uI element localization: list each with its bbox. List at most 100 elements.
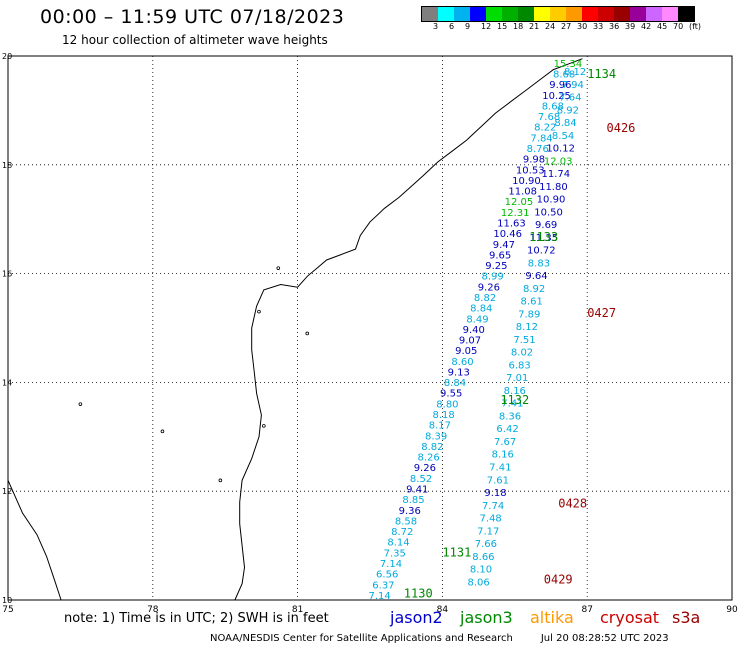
color-scale-tick: 21 [529,22,540,31]
pass-label: 1132 [500,393,529,407]
legend-altika: altika [530,608,574,627]
wave-height-track-a: 8.68 [553,70,575,81]
lat-tick-label: 14 [2,378,12,387]
wave-height-track-a: 8.17 [429,421,451,432]
wave-height-track-a: 9.26 [478,282,500,293]
wave-height-track-a: 6.56 [376,570,398,581]
color-swatch [678,7,694,21]
wave-height-track-a: 10.90 [512,176,541,187]
wave-height-track-a: 9.65 [489,250,511,261]
wave-height-track-b: 8.12 [516,322,538,333]
coastline-east-india [234,58,583,601]
wave-height-track-b: 7.67 [494,437,516,448]
wave-height-track-b: 8.61 [521,297,543,308]
wave-height-track-a: 8.52 [410,474,432,485]
wave-height-track-b: 10.72 [527,246,556,257]
wave-height-track-b: 8.02 [511,348,533,359]
legend-jason2: jason2 [390,608,443,627]
island-outline [78,402,83,406]
wave-height-track-b: 9.69 [535,220,557,231]
wave-height-track-b: 8.92 [523,284,545,295]
wave-height-track-a: 8.84 [444,378,466,389]
color-scale-tick: 42 [641,22,652,31]
color-scale-bar [421,6,695,22]
wave-height-track-a: 8.14 [387,538,409,549]
wave-height-track-a: 9.07 [459,336,481,347]
color-swatch [646,7,662,21]
color-scale-tick: 70 [673,22,684,31]
wave-height-track-b: 7.66 [475,539,497,550]
wave-height-track-b: 8.06 [467,577,489,588]
wave-height-track-b: 7.48 [480,514,502,525]
wave-height-track-a: 9.55 [440,389,462,400]
wave-height-track-a: 7.35 [384,548,406,559]
lon-tick-label: 81 [292,605,303,615]
credit-line: NOAA/NESDIS Center for Satellite Applica… [210,633,669,644]
pass-label: 0426 [607,121,636,135]
wave-height-track-b: 6.42 [496,424,518,435]
wave-height-track-a: 10.46 [493,229,522,240]
wave-height-track-a: 8.22 [534,123,556,134]
color-swatch [454,7,470,21]
pass-label: 0427 [587,306,616,320]
wave-height-track-b: 7.41 [501,399,523,410]
wave-height-track-a: 9.13 [448,367,470,378]
wave-height-track-a: 8.84 [470,304,492,315]
wave-height-track-b: 7.74 [482,501,504,512]
wave-height-track-b: 8.36 [499,411,521,422]
wave-height-track-a: 8.72 [391,527,413,538]
wave-height-track-a: 11.63 [497,218,526,229]
wave-height-track-a: 9.40 [463,325,485,336]
color-swatch [518,7,534,21]
wave-height-track-a: 8.99 [481,272,503,283]
pass-label: 1134 [587,67,616,81]
wave-height-track-a: 9.36 [399,506,421,517]
color-swatch [614,7,630,21]
wave-height-track-b: 11.74 [542,169,571,180]
color-scale-tick: 33 [593,22,604,31]
wave-height-track-a: 9.98 [523,155,545,166]
legend-jason3: jason3 [460,608,513,627]
wave-height-track-b: 6.83 [508,360,530,371]
wave-height-track-a: 9.96 [549,80,571,91]
color-scale-tick: 6 [449,22,455,31]
wave-height-track-b: 8.54 [552,131,574,142]
color-swatch [662,7,678,21]
lat-tick-label: 12 [2,487,12,496]
wave-height-track-a: 7.68 [538,112,560,123]
lat-tick-label: 16 [2,270,12,279]
wave-height-track-a: 9.05 [455,346,477,357]
wave-height-track-a: 8.49 [466,314,488,325]
wave-height-track-b: 7.17 [477,526,499,537]
wave-height-track-b: 7.51 [513,335,535,346]
pass-label: 0428 [558,497,587,511]
island-outline [305,331,310,336]
color-swatch [438,7,454,21]
color-swatch [582,7,598,21]
wave-height-track-a: 12.05 [505,197,534,208]
credit-text: NOAA/NESDIS Center for Satellite Applica… [210,633,513,644]
wave-height-track-a: 6.37 [372,580,394,591]
lon-tick-label: 75 [2,605,13,615]
color-scale-tick: 15 [497,22,508,31]
color-scale-tick: 12 [481,22,492,31]
wave-height-track-a: 9.26 [414,463,436,474]
pass-label: 1131 [442,545,471,559]
color-swatch [470,7,486,21]
island-outline [257,309,261,314]
wave-height-track-b: 8.10 [470,565,492,576]
lon-tick-label: 84 [437,605,449,615]
lat-tick-label: 20 [2,52,12,61]
color-scale-tick: 45 [657,22,668,31]
lon-tick-label: 90 [726,605,738,615]
wave-height-track-a: 8.85 [402,495,424,506]
wave-height-track-a: 8.76 [527,144,549,155]
color-scale-tick: 3 [433,22,439,31]
color-scale-tick: 30 [577,22,588,31]
color-swatch [502,7,518,21]
wave-height-track-a: 8.58 [395,516,417,527]
wave-height-track-b: 10.12 [546,144,575,155]
wave-height-track-b: 7.41 [489,463,511,474]
wave-height-track-b: 8.92 [557,105,579,116]
